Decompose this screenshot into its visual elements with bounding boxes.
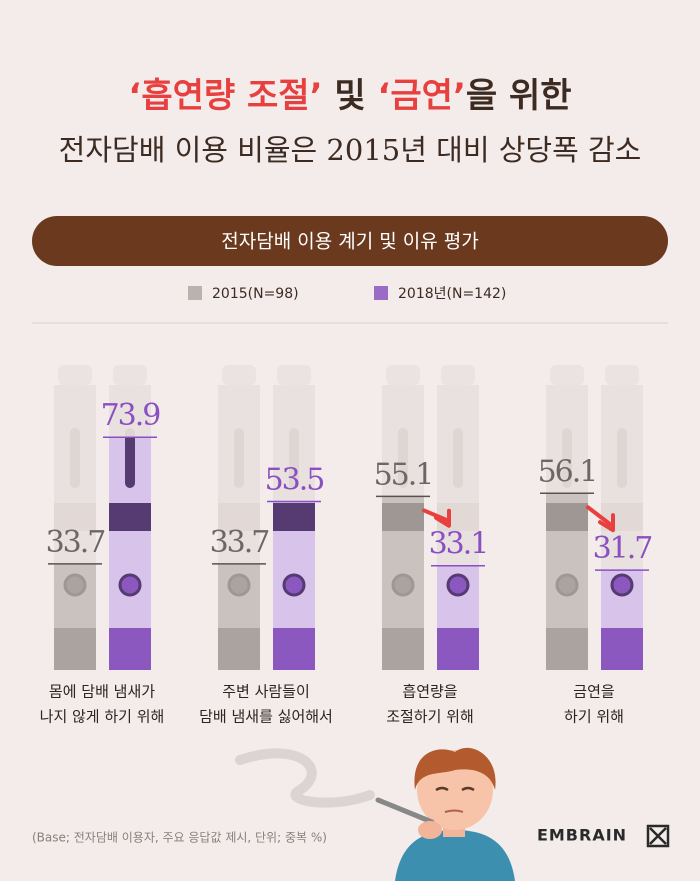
cigarette-tip [113, 365, 147, 385]
cigarette-slot [70, 428, 80, 488]
cigarette-tip [605, 365, 639, 385]
bar [601, 570, 643, 670]
bar-fill [382, 496, 424, 670]
cigarette-slot [234, 428, 244, 488]
value-label: 33.7 [46, 525, 105, 560]
bar-fill [546, 493, 588, 670]
bar-fill [437, 565, 479, 670]
bar-base [273, 628, 315, 670]
x-tick-label: 담배 냄새를 싫어해서 [199, 708, 333, 726]
title-part: ‘금연’ [377, 76, 465, 116]
bar [382, 496, 424, 670]
bar [54, 563, 96, 670]
bar-button [610, 573, 634, 597]
bar-band [273, 503, 315, 531]
cigarette-slot [453, 428, 463, 488]
banner [32, 216, 668, 266]
cigarette-tip [222, 365, 256, 385]
bar-fill [273, 501, 315, 670]
chart-title: ‘흡연량 조절’ 및 ‘금연’을 위한 [128, 76, 571, 116]
cigarette-tip [441, 365, 475, 385]
bar-button [63, 573, 87, 597]
bar [109, 437, 151, 670]
bar-base [546, 628, 588, 670]
bar-band [546, 503, 588, 531]
bar-base [109, 628, 151, 670]
bar-fill [54, 563, 96, 670]
bar-fill [218, 563, 260, 670]
title-part: 을 위한 [466, 76, 572, 116]
bar-fill [109, 437, 151, 670]
x-tick-label: 하기 위해 [564, 708, 624, 726]
footnote: (Base; 전자담배 이용자, 주요 응답값 제시, 단위; 중복 %) [32, 831, 327, 845]
value-label: 73.9 [101, 398, 161, 433]
bar [546, 493, 588, 670]
bar-base [601, 628, 643, 670]
bar [437, 565, 479, 670]
x-tick-label: 나지 않게 하기 위해 [40, 708, 165, 726]
legend-swatch [188, 286, 202, 300]
value-label: 55.1 [374, 457, 433, 492]
bar-band [109, 503, 151, 531]
bar-slot [125, 437, 135, 488]
cigarette-tip [550, 365, 584, 385]
smoker-illustration [235, 747, 515, 881]
decrease-arrow [586, 505, 612, 527]
x-tick-label: 몸에 담배 냄새가 [49, 683, 155, 701]
subtitle: 전자담배 이용 비율은 2015년 대비 상당폭 감소 [59, 133, 642, 167]
bar-button [391, 573, 415, 597]
cigarette-slot [289, 428, 299, 488]
cigarette-tip [277, 365, 311, 385]
bar-button [282, 573, 306, 597]
banner-text: 전자담배 이용 계기 및 이유 평가 [221, 231, 478, 253]
value-label: 53.5 [265, 462, 324, 497]
decrease-arrow [422, 508, 448, 522]
cigarette-slot [617, 428, 627, 488]
bar-base [437, 628, 479, 670]
bar-base [218, 628, 260, 670]
cigarette-tip [386, 365, 420, 385]
title-part: 및 [323, 76, 378, 116]
bar-button [118, 573, 142, 597]
value-label: 33.7 [210, 525, 269, 560]
x-tick-label: 흡연량을 [402, 683, 457, 701]
bar-button [227, 573, 251, 597]
x-tick-label: 금연을 [573, 683, 614, 701]
value-label: 56.1 [538, 454, 597, 489]
bar-band [382, 503, 424, 531]
decrease-arrow-head [434, 508, 451, 528]
value-label: 33.1 [429, 527, 488, 562]
logo: EMBRAIN [537, 826, 627, 845]
bar-base [54, 628, 96, 670]
cigarette-slot [398, 428, 408, 488]
cigarette-tip [58, 365, 92, 385]
logo-icon [646, 824, 670, 848]
title-part: ‘흡연량 조절’ [128, 76, 322, 116]
decrease-arrow-head [598, 513, 615, 533]
legend-swatch [374, 286, 388, 300]
bar [218, 563, 260, 670]
cigarette-slot [562, 428, 572, 488]
value-label: 31.7 [593, 531, 652, 566]
legend-label: 2018년(N=142) [398, 286, 506, 302]
x-tick-label: 주변 사람들이 [222, 683, 310, 701]
bar-button [446, 573, 470, 597]
x-tick-label: 조절하기 위해 [386, 708, 474, 726]
bar-base [382, 628, 424, 670]
legend-label: 2015(N=98) [212, 286, 299, 302]
cigarette-band [218, 503, 260, 531]
cigarette-band [54, 503, 96, 531]
bar-fill [601, 570, 643, 670]
bar-button [555, 573, 579, 597]
bar [273, 501, 315, 670]
